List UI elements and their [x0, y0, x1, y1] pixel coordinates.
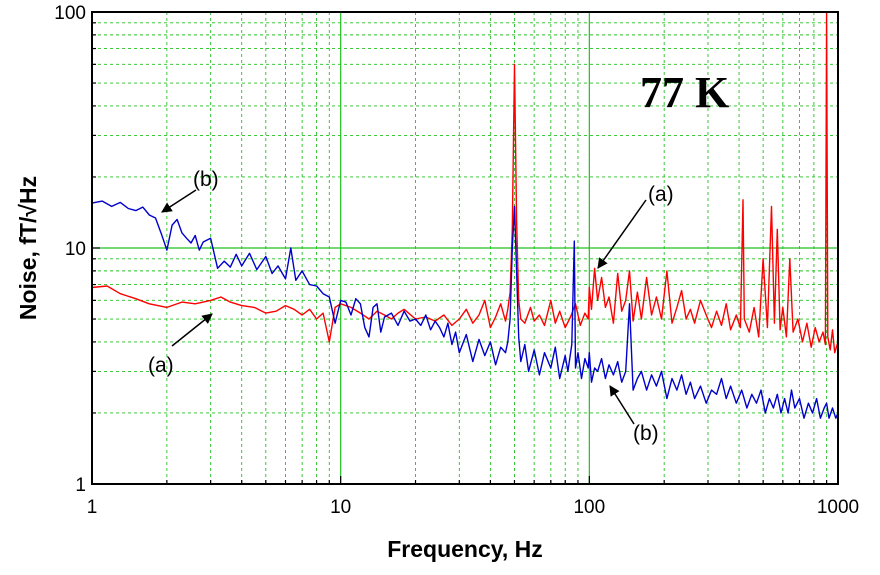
ticks: 1 10 100 1000 1 10 100	[54, 3, 859, 518]
annotation-a-high-arrow	[597, 199, 647, 269]
x-tick-label: 100	[573, 497, 605, 518]
temperature-label: 77 K	[640, 68, 729, 117]
annotation-b-high: (b)	[609, 385, 659, 445]
annotation-a-high-text: (a)	[648, 183, 674, 206]
y-tick-label: 1	[75, 475, 86, 496]
annotation-b-high-text: (b)	[633, 422, 659, 445]
y-tick-label: 10	[65, 239, 86, 260]
annotation-a-low: (a)	[148, 313, 213, 377]
x-tick-label: 1	[87, 497, 98, 518]
grid	[92, 12, 838, 484]
annotation-a-low-arrow	[171, 313, 213, 347]
x-tick-label: 10	[330, 497, 351, 518]
series-line-0	[91, 11, 839, 354]
annotation-b-low-text: (b)	[193, 168, 219, 191]
annotation-b-low-arrow	[161, 189, 197, 213]
y-axis-label: Noise, fT/√Hz	[15, 176, 41, 320]
series-group	[91, 11, 839, 419]
annotation-a-low-text: (a)	[148, 354, 174, 377]
x-axis-label: Frequency, Hz	[387, 536, 543, 562]
annotation-b-low: (b)	[161, 168, 219, 213]
x-tick-label: 1000	[817, 497, 859, 518]
y-tick-label: 100	[54, 3, 86, 24]
annotation-b-high-arrow	[609, 385, 635, 425]
series-line-1	[91, 200, 839, 419]
annotation-a-high: (a)	[597, 183, 674, 269]
